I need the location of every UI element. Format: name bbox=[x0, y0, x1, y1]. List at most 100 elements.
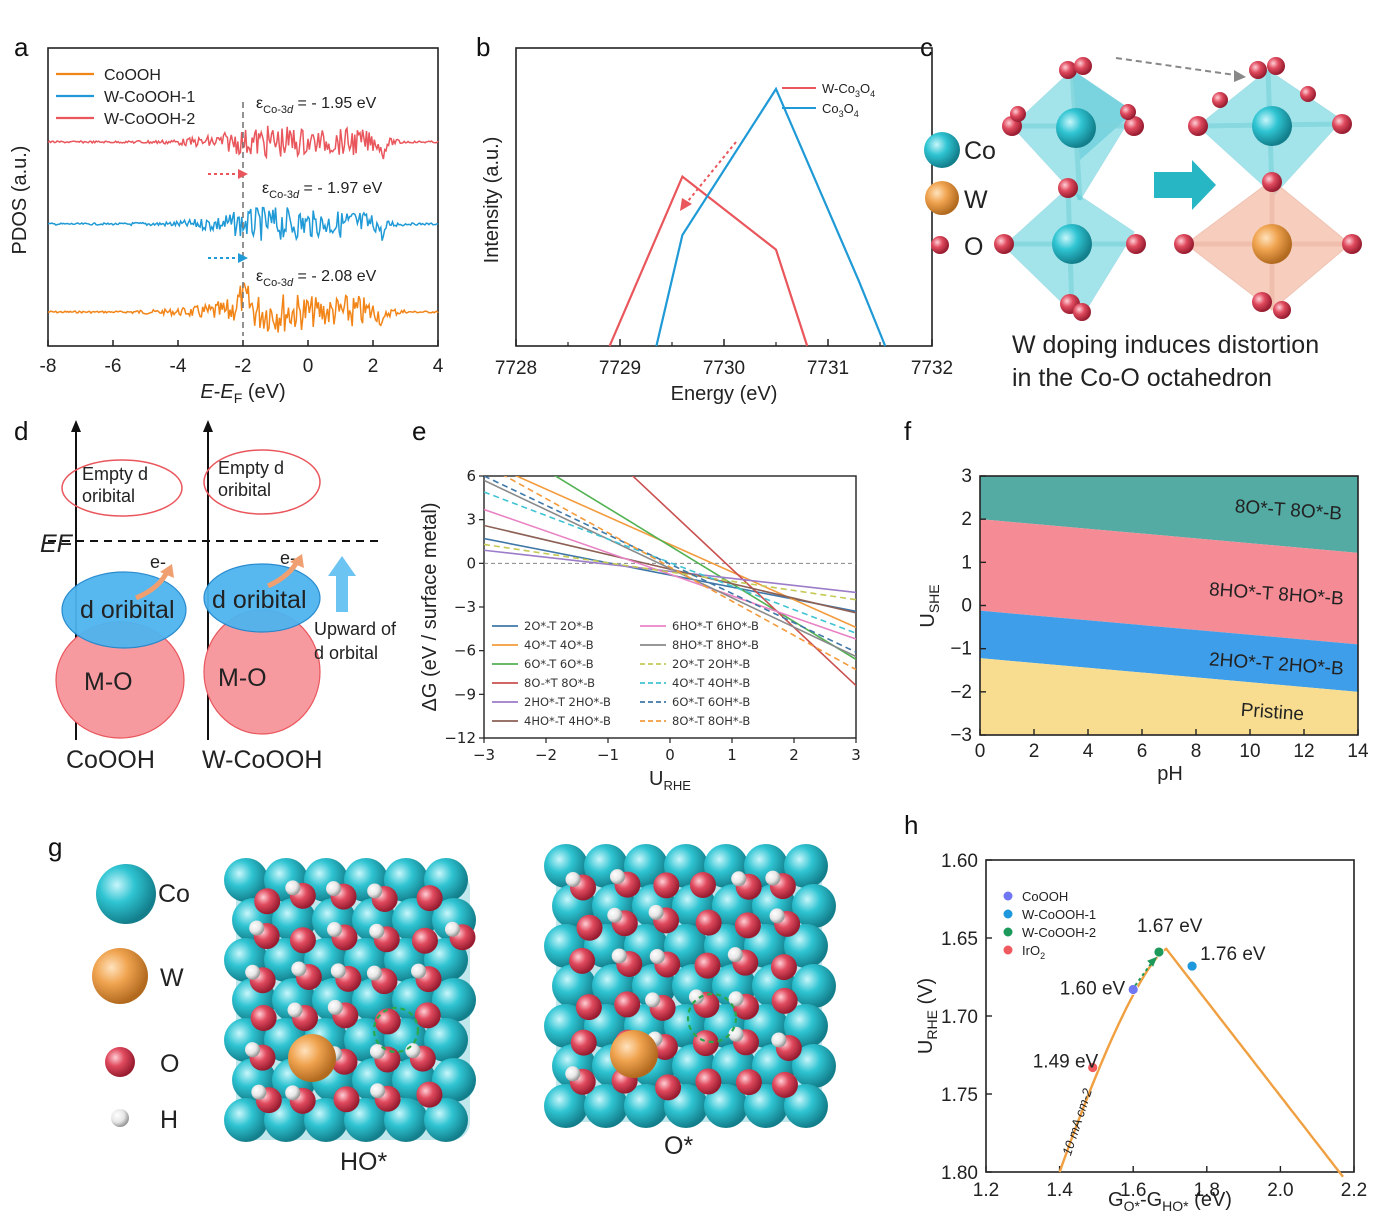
volcano-x-tick-label: 1.2 bbox=[973, 1180, 999, 1201]
legend-o: O bbox=[964, 233, 983, 261]
slab-ho bbox=[224, 858, 476, 1142]
xanes-legend-label: Co3O4 bbox=[822, 101, 859, 119]
d-band-schematic: EF Empty d oribital d oribital M-O e- Co… bbox=[40, 420, 397, 774]
free-energy-y-label: ΔG (eV / surface metal) bbox=[419, 503, 441, 712]
volcano-legend-label: W-CoOOH-2 bbox=[1022, 925, 1096, 940]
h-atom bbox=[728, 1026, 744, 1042]
fermi-level-label: EF bbox=[40, 530, 74, 558]
h-atom bbox=[369, 923, 385, 939]
h-atom bbox=[769, 908, 785, 924]
volcano-x-tick-label: 2.2 bbox=[1341, 1180, 1367, 1201]
free-energy-y-tick-label: 6 bbox=[466, 467, 476, 485]
h-atom bbox=[771, 1032, 787, 1048]
legend-co: Co bbox=[964, 137, 996, 165]
co-atom bbox=[784, 844, 828, 888]
volcano-x-tick-label: 1.6 bbox=[1120, 1180, 1146, 1201]
xanes-legend-label: W-Co3O4 bbox=[822, 81, 875, 99]
free-energy-legend-label: 8O-*T 8O*-B bbox=[524, 676, 595, 690]
volcano-shift-arrow bbox=[1134, 960, 1154, 987]
free-energy-x-tick-label: −3 bbox=[473, 746, 495, 764]
pourbaix-region bbox=[980, 658, 1358, 735]
pourbaix-y-tick-label: −3 bbox=[950, 725, 972, 746]
free-energy-legend-label: 8HO*-T 8HO*-B bbox=[672, 638, 759, 652]
o-atom bbox=[695, 1068, 722, 1095]
volcano-x-tick-label: 1.8 bbox=[1194, 1180, 1220, 1201]
label-cooh: CoOOH bbox=[66, 746, 155, 774]
xanes-x-tick-label: 7730 bbox=[703, 358, 745, 379]
free-energy-legend-label: 6O*-T 6OH*-B bbox=[672, 695, 750, 709]
pourbaix-x-tick-label: 12 bbox=[1293, 741, 1314, 762]
o-atom bbox=[333, 1086, 360, 1113]
distortion-arrow-line bbox=[1115, 57, 1243, 77]
co-atom-icon bbox=[924, 132, 960, 168]
panel-label-e: e bbox=[412, 416, 426, 446]
active-site-ring-ho bbox=[372, 1006, 420, 1054]
volcano-y-tick-label: 1.75 bbox=[941, 1085, 978, 1106]
pdos-d-band-center-label: εCo-3d = - 2.08 eV bbox=[256, 268, 377, 289]
xanes-series-line bbox=[655, 86, 887, 347]
co-atom bbox=[544, 1084, 588, 1128]
h-atom bbox=[609, 869, 625, 885]
o-atom bbox=[254, 888, 281, 915]
g-legend-o: O bbox=[160, 1050, 179, 1078]
o-atom bbox=[689, 871, 716, 898]
pdos-x-label: E-EF (eV) bbox=[200, 381, 285, 406]
volcano-curve bbox=[1058, 947, 1344, 1178]
co-atom-icon bbox=[96, 864, 156, 924]
o-atom bbox=[250, 1005, 277, 1032]
free-energy-legend-label: 2O*-T 2OH*-B bbox=[672, 657, 750, 671]
h-atom bbox=[565, 871, 581, 887]
legend-w: W bbox=[964, 186, 988, 214]
xanes-x-tick-label: 7732 bbox=[911, 358, 953, 379]
free-energy-series-line bbox=[484, 479, 856, 658]
pdos-x-tick-label: 4 bbox=[433, 356, 444, 377]
surface-models: Co W O H HO* O* bbox=[92, 844, 836, 1176]
g-legend-w: W bbox=[160, 964, 184, 992]
free-energy-legend-label: 6O*-T 6O*-B bbox=[524, 657, 594, 671]
pourbaix-region bbox=[980, 476, 1358, 553]
o-atom bbox=[569, 947, 596, 974]
mo-label-right: M-O bbox=[218, 664, 267, 692]
o-atom bbox=[575, 994, 602, 1021]
panel-label-b: b bbox=[476, 32, 490, 62]
panel-label-c: c bbox=[920, 32, 933, 62]
pourbaix-x-tick-label: 14 bbox=[1347, 741, 1369, 762]
co-atom bbox=[304, 1098, 348, 1142]
free-energy-x-tick-label: 0 bbox=[665, 746, 675, 764]
free-energy-series-line bbox=[484, 543, 856, 601]
o-atom-icon bbox=[931, 236, 949, 254]
o-atom bbox=[692, 1030, 719, 1057]
h-atom bbox=[245, 1042, 261, 1058]
co-atom bbox=[584, 1084, 628, 1128]
h-atom bbox=[287, 1002, 303, 1018]
d-band-label-left: d oribital bbox=[80, 596, 175, 624]
co-atom bbox=[384, 858, 428, 902]
empty-d-label-left-1: Empty d bbox=[82, 464, 148, 484]
free-energy-y-tick-label: −3 bbox=[454, 598, 476, 616]
co-atom bbox=[424, 1098, 468, 1142]
co-atom bbox=[792, 1044, 836, 1088]
empty-d-orbital-right bbox=[203, 449, 321, 515]
h-atom bbox=[249, 920, 265, 936]
empty-d-label-right-1: Empty d bbox=[218, 458, 284, 478]
volcano-legend-marker bbox=[1003, 927, 1013, 937]
xanes-x-label: Energy (eV) bbox=[671, 383, 778, 405]
free-energy-y-tick-label: −12 bbox=[444, 729, 476, 747]
pourbaix-x-tick-label: 0 bbox=[975, 741, 986, 762]
pourbaix-x-tick-label: 4 bbox=[1083, 741, 1094, 762]
free-energy-y-tick-label: −9 bbox=[454, 685, 476, 703]
panel-label-d: d bbox=[14, 416, 28, 446]
o-atom bbox=[614, 991, 641, 1018]
volcano-point-label: 1.76 eV bbox=[1200, 944, 1266, 965]
electron-label-left: e- bbox=[150, 552, 166, 572]
pourbaix-y-label: USHE bbox=[917, 584, 942, 627]
panel-label-f: f bbox=[904, 416, 912, 446]
free-energy-y-tick-label: 0 bbox=[466, 554, 476, 572]
h-atom bbox=[370, 1083, 386, 1099]
volcano-x-tick-label: 1.4 bbox=[1046, 1180, 1073, 1201]
pourbaix-x-label: pH bbox=[1157, 763, 1183, 785]
volcano-point-label: 1.60 eV bbox=[1060, 978, 1126, 999]
empty-d-orbital-left bbox=[61, 459, 183, 517]
pourbaix-region bbox=[980, 610, 1358, 692]
